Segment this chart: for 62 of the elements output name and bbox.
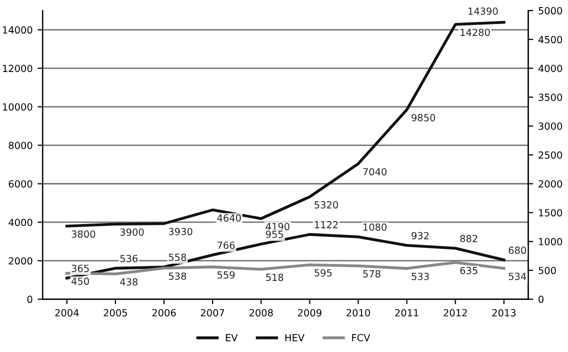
data-label: 534: [508, 272, 526, 280]
legend-label: HEV: [285, 334, 304, 342]
data-label: 9850: [412, 114, 436, 122]
y2-tick-label: 2500: [538, 151, 562, 159]
data-label: 3800: [72, 230, 96, 238]
y-tick-label: 10000: [3, 103, 32, 111]
data-label: 680: [508, 246, 526, 254]
data-label: 5320: [314, 201, 338, 209]
y-tick-label: 8000: [8, 142, 32, 150]
x-tick-label: 2013: [492, 309, 516, 316]
data-label: 450: [72, 278, 89, 285]
x-tick-label: 2008: [249, 309, 273, 316]
x-tick-label: 2010: [346, 309, 370, 316]
y2-tick-label: 0: [538, 296, 544, 304]
y2-tick-label: 500: [538, 266, 556, 274]
data-label: 932: [412, 232, 429, 240]
data-label: 1122: [314, 221, 338, 228]
data-label: 578: [363, 270, 380, 278]
data-label: 538: [168, 272, 186, 280]
legend-label: FCV: [352, 334, 370, 342]
data-label: 4190: [266, 222, 290, 230]
x-tick-label: 2005: [104, 309, 127, 316]
data-label: 558: [168, 254, 186, 261]
y2-tick-label: 4500: [538, 36, 562, 44]
y-tick-label: 14000: [3, 26, 32, 34]
data-label: 14280: [460, 28, 490, 36]
y2-tick-label: 3500: [538, 94, 562, 101]
y2-tick-label: 5000: [538, 7, 562, 14]
y-tick-label: 6000: [8, 180, 32, 188]
data-label: 438: [120, 278, 138, 286]
x-tick-label: 2011: [395, 309, 418, 316]
data-label: 635: [460, 266, 478, 274]
data-label: 955: [266, 230, 284, 238]
data-label: 365: [72, 264, 89, 272]
y2-tick-label: 4000: [538, 64, 562, 72]
data-label: 882: [460, 234, 478, 242]
data-label: 536: [120, 254, 138, 262]
data-label: 518: [266, 274, 284, 281]
x-tick-label: 2009: [298, 309, 322, 316]
y-tick-label: 2000: [8, 257, 32, 265]
data-label: 4640: [217, 214, 241, 222]
data-label: 533: [412, 272, 429, 280]
data-label: 7040: [363, 168, 387, 176]
data-label: 1080: [364, 223, 387, 231]
y2-tick-label: 2000: [538, 180, 562, 188]
x-tick-label: 2004: [55, 309, 79, 316]
data-label: 3930: [168, 228, 192, 236]
y-tick-label: 4000: [8, 218, 32, 226]
x-tick-label: 2012: [444, 309, 467, 316]
data-label: 14390: [468, 8, 498, 15]
x-tick-label: 2006: [152, 309, 176, 316]
y2-tick-label: 1000: [539, 238, 562, 246]
y2-tick-label: 1500: [539, 209, 562, 216]
legend-label: EV: [226, 334, 238, 342]
y-tick-label: 12000: [3, 64, 32, 72]
data-label: 3900: [120, 228, 144, 236]
y-tick-label: 0: [27, 296, 32, 304]
x-tick-label: 2007: [200, 309, 224, 316]
data-label: 559: [217, 271, 235, 279]
y2-tick-label: 3000: [538, 122, 562, 130]
data-label: 766: [218, 242, 235, 249]
data-label: 595: [314, 269, 332, 277]
